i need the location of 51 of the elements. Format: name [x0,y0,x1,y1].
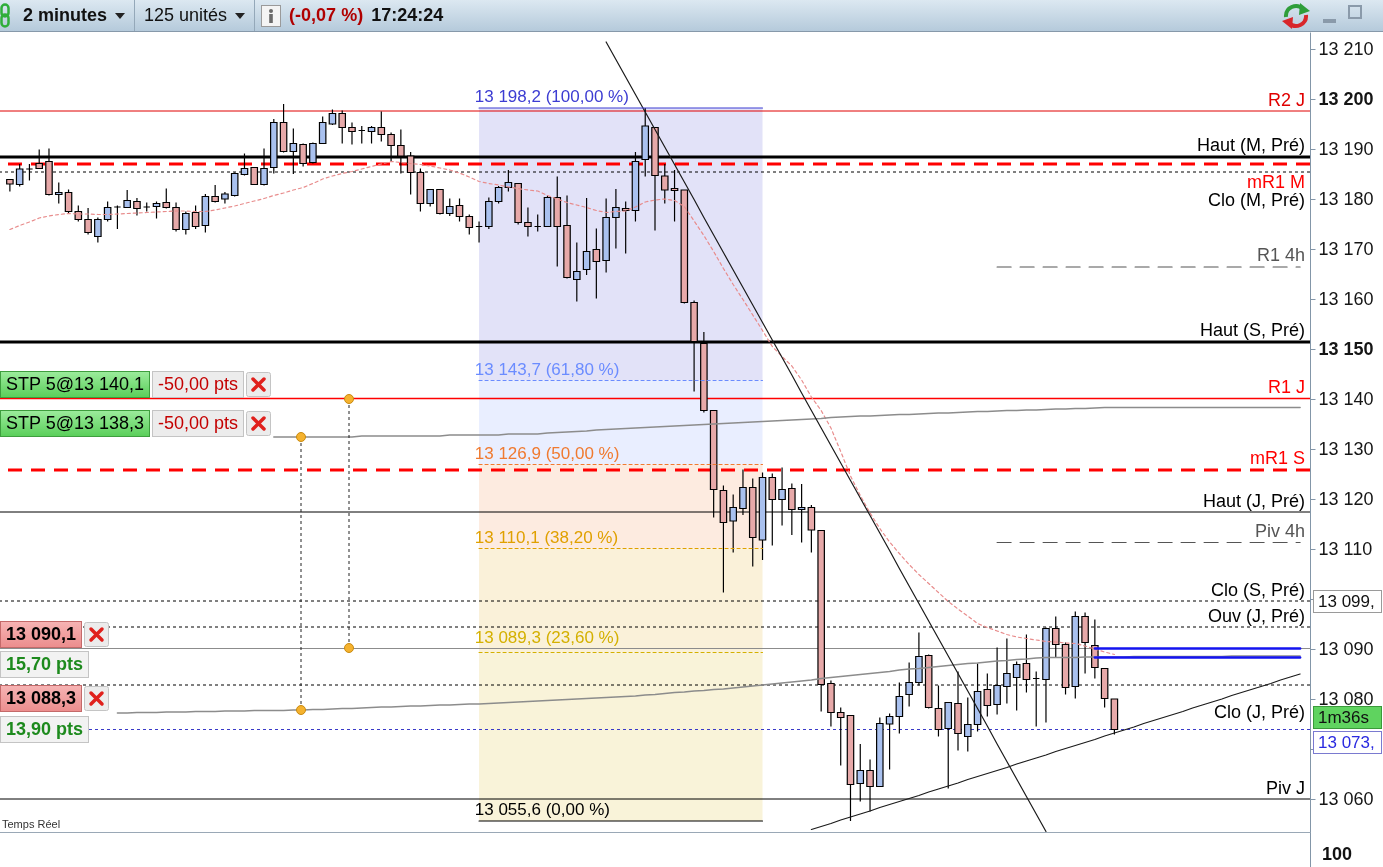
y-tick-label: 13 190 [1318,138,1374,159]
text: 13 099, [1313,590,1382,613]
series-label: R1 4h [1256,245,1305,266]
text: 17:24:24 [371,5,444,26]
ref-line-label: Haut (J, Pré) [1202,490,1305,511]
ref-line-label: R1 J [1267,376,1305,397]
ref-line-label: Clo (S, Pré) [1210,579,1305,600]
y-tick-label: 13 060 [1318,788,1374,809]
y-tick-label: 13 090 [1318,638,1374,659]
annotation: 13 090,1 [0,621,83,648]
ref-line-label: Clo (J, Pré) [1213,701,1305,722]
ref-line-label: Haut (M, Pré) [1196,134,1305,155]
y-tick-label: 13 170 [1318,238,1374,259]
ref-line-label: Haut (S, Pré) [1199,319,1305,340]
annotation: -50,00 pts [152,371,245,398]
y-tick-label: 13 160 [1318,288,1374,309]
y-tick-label: 13 110 [1318,538,1373,559]
annotation: 15,70 pts [0,651,90,678]
ref-line-label: R2 J [1267,89,1305,110]
series-label: 13 198,2 (100,00 %) [474,87,629,107]
series-label: 13 143,7 (61,80 %) [474,359,620,379]
y-tick-label: 13 150 [1318,338,1374,359]
series-label: 13 055,6 (0,00 %) [474,800,610,820]
y-tick-label: 13 120 [1318,488,1374,509]
annotation: 13 088,3 [0,685,83,712]
y-tick-label: 13 140 [1318,388,1374,409]
ref-line-label: Ouv (J, Pré) [1207,605,1305,626]
text: (-0,07 %) [289,5,364,26]
series-label: 13 110,1 (38,20 %) [474,527,619,547]
text: 1m36s [1313,706,1382,729]
series-label: Piv 4h [1254,520,1305,541]
y-tick-label: 13 080 [1318,688,1374,709]
ref-line-label: Piv J [1265,777,1305,798]
ref-line-label: mR1 S [1249,447,1305,468]
y-tick-label: 13 180 [1318,188,1374,209]
annotation: -50,00 pts [152,410,245,437]
text: 13 073, [1313,731,1382,754]
annotation: STP 5@13 138,3 [0,410,151,437]
y-tick-label: 13 200 [1318,88,1374,109]
annotation: Temps Réel [2,818,61,830]
y-tick-label: 13 210 [1318,38,1374,59]
y-tick-label: 13 130 [1318,438,1374,459]
text: 125 unités [144,5,228,26]
series-label: 13 089,3 (23,60 %) [474,627,620,647]
ref-line-label: Clo (M, Pré) [1207,189,1305,210]
ref-line-label: mR1 M [1247,171,1305,192]
annotation: STP 5@13 140,1 [0,371,151,398]
series-label: 13 126,9 (50,00 %) [474,443,620,463]
text: 100 [1322,844,1353,865]
text: 2 minutes [23,5,108,26]
annotation: 13,90 pts [0,716,90,743]
